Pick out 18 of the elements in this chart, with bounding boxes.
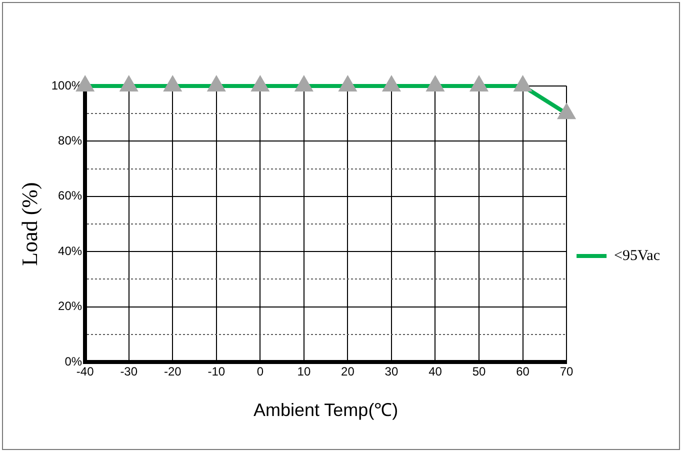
x-tick-label: 40 [428, 364, 442, 379]
y-tick-label: 40% [58, 244, 82, 258]
x-tick-label: 10 [297, 364, 311, 379]
y-tick-label: 20% [58, 299, 82, 314]
x-axis-title: Ambient Temp(℃) [253, 400, 398, 420]
x-tick-label: -10 [208, 364, 226, 379]
y-tick-label: 80% [58, 134, 82, 148]
x-tick-label: -30 [120, 364, 138, 379]
x-tick-label: 60 [516, 364, 530, 379]
x-tick-label: 70 [560, 364, 574, 379]
x-tick-label: 20 [341, 364, 355, 379]
x-tick-label: 50 [472, 364, 486, 379]
x-tick-label: 0 [256, 364, 264, 379]
legend-label: <95Vac [614, 248, 660, 264]
y-axis-title: Load (%) [16, 182, 42, 266]
x-tick-label: 30 [384, 364, 398, 379]
x-tick-label: -20 [164, 364, 182, 379]
y-tick-label: 60% [58, 188, 82, 203]
